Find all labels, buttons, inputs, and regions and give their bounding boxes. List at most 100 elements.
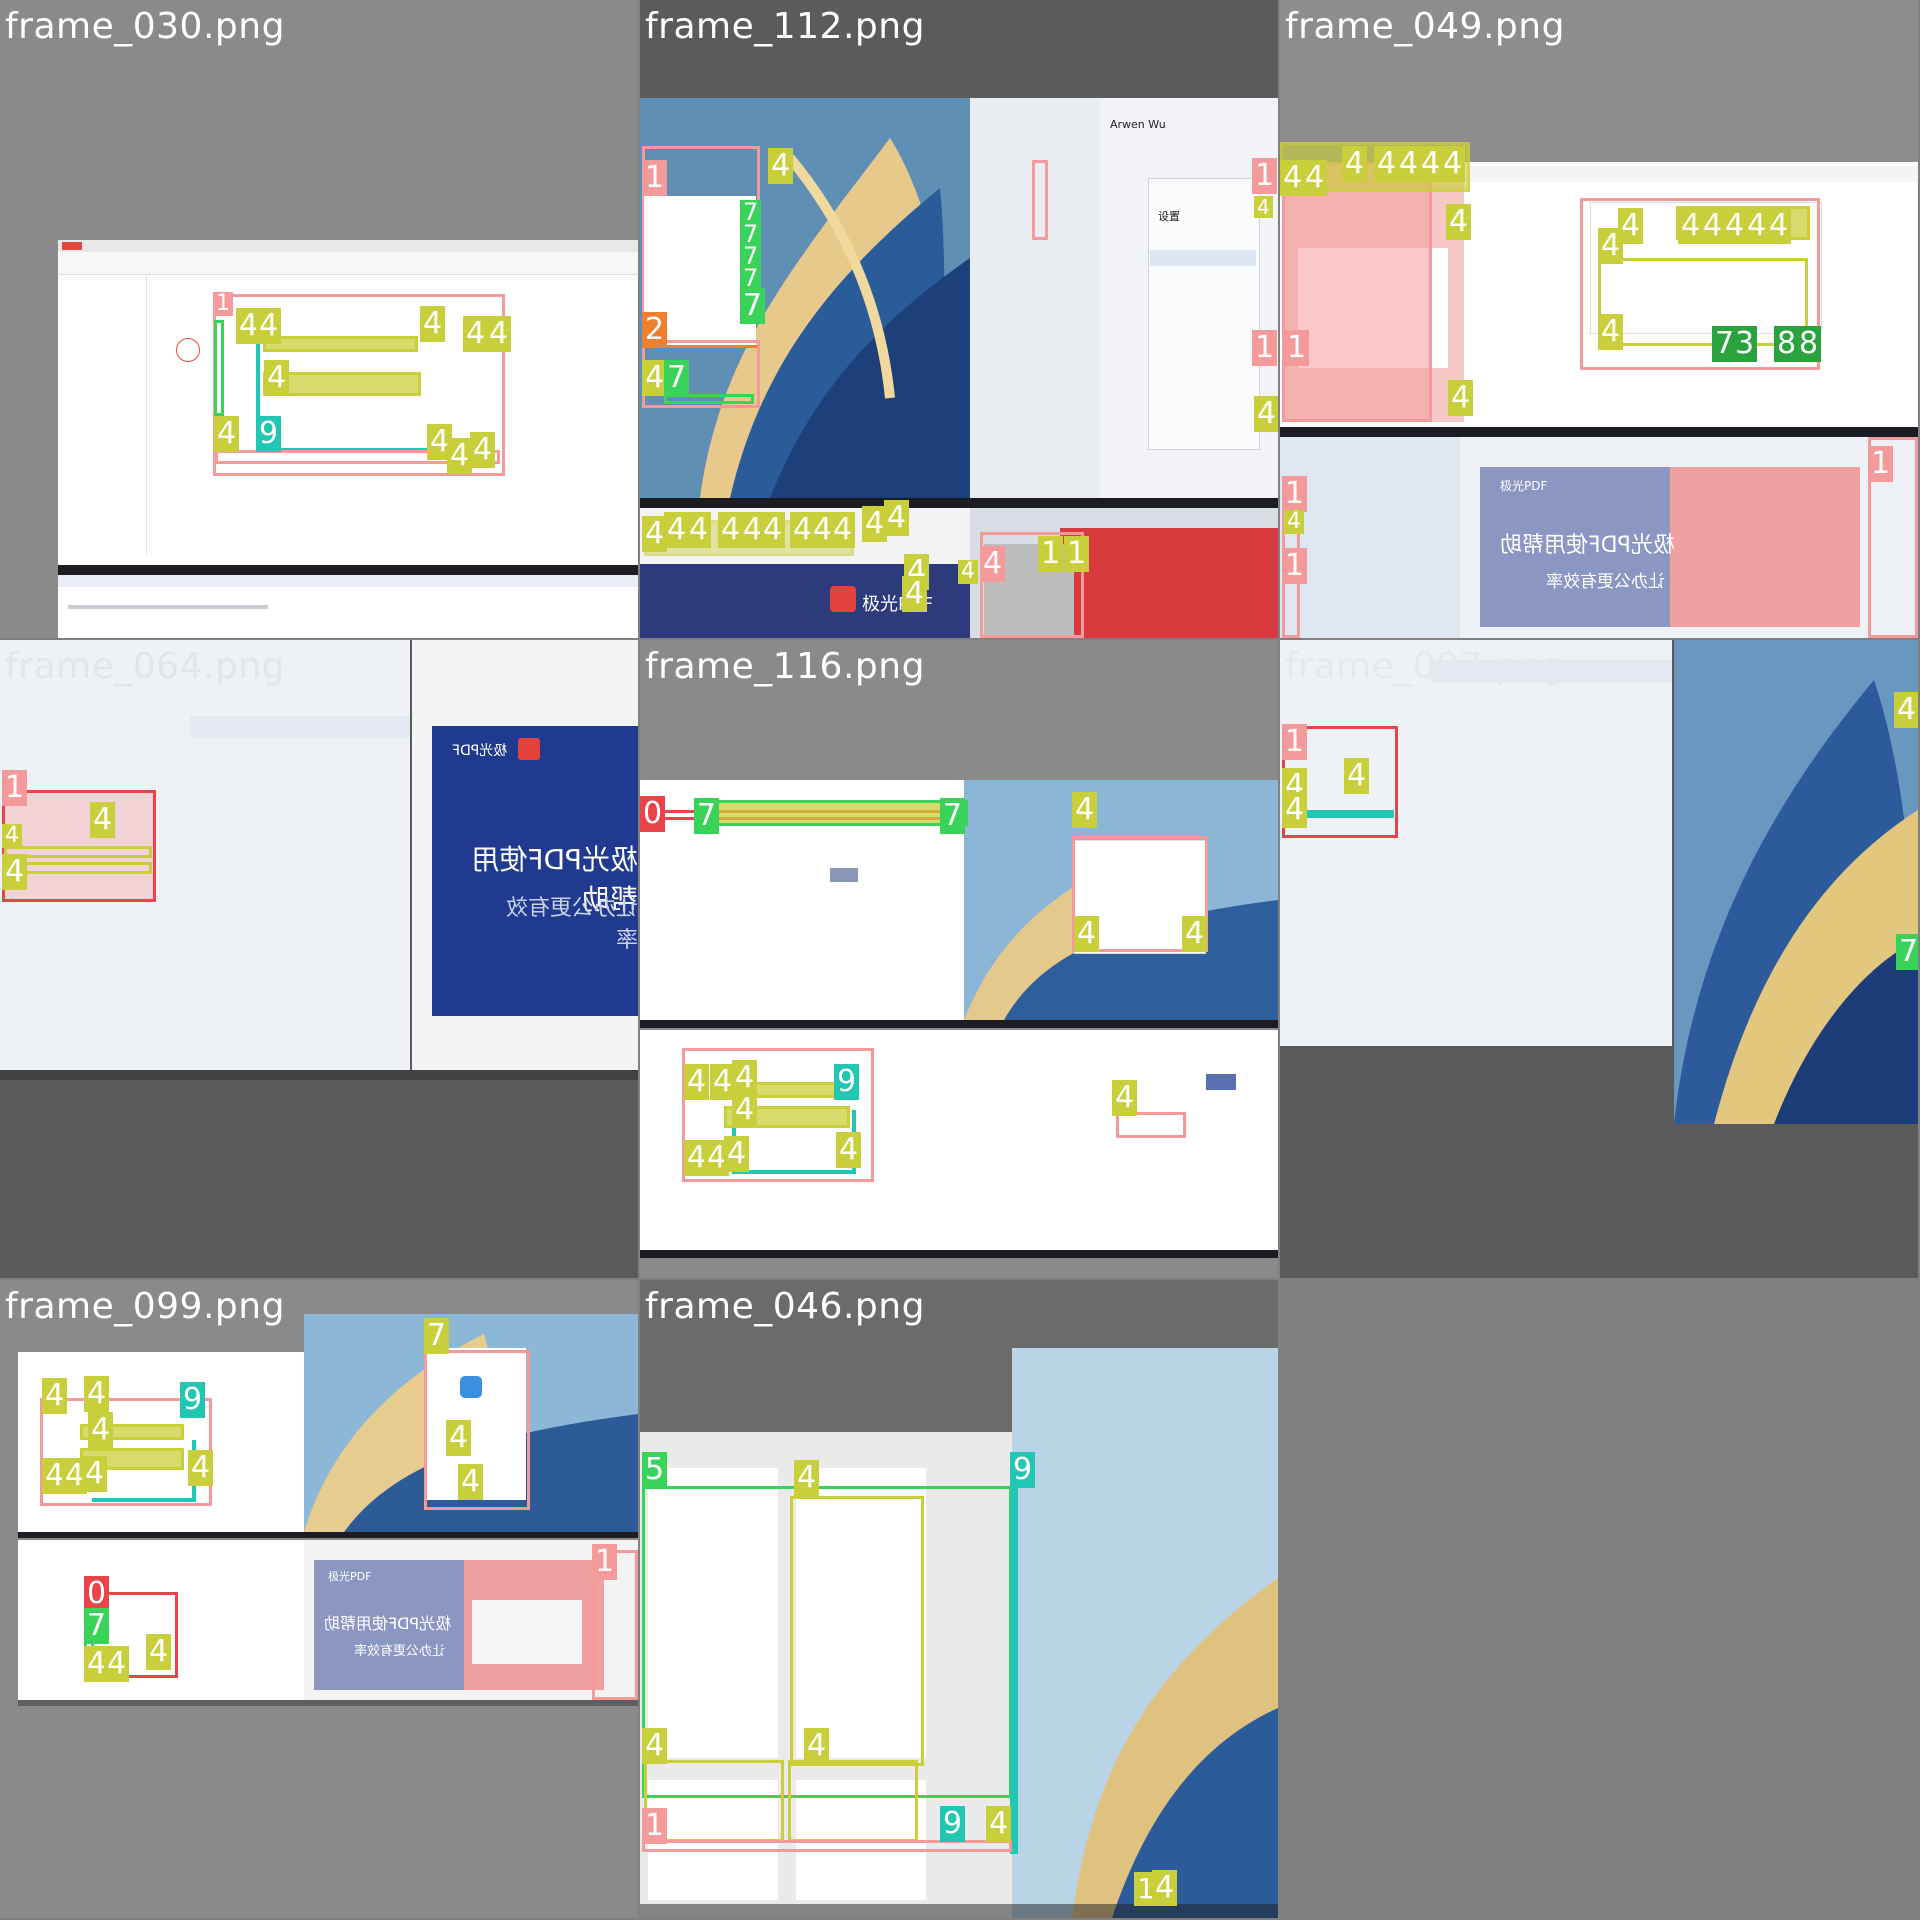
- class-label: 0: [84, 1576, 110, 1612]
- taskbar-bottom: [640, 1250, 1278, 1258]
- taskbar: [640, 1904, 1278, 1918]
- class-label: 1: [1282, 476, 1308, 512]
- tile-frame-097: frame_097.png 1 4 4 4 4 7: [1280, 640, 1918, 1278]
- class-label: 9: [1010, 1452, 1036, 1488]
- class-label: 4: [862, 506, 888, 542]
- class-label: 4: [264, 360, 290, 396]
- class-label: 4: [1072, 792, 1098, 828]
- class-label: 4: [1722, 208, 1748, 244]
- bbox-class-4: [263, 336, 418, 352]
- class-label: 4: [1448, 380, 1474, 416]
- class-label: 4: [642, 516, 668, 552]
- wallpaper: [1012, 1348, 1278, 1918]
- chat-sidebar: [970, 98, 1100, 508]
- class-label: 7: [84, 1608, 110, 1644]
- class-label: 4: [1254, 196, 1273, 218]
- doc-page-left: [648, 1468, 778, 1758]
- class-label: 4: [732, 1060, 758, 1096]
- class-label: 4: [958, 560, 978, 584]
- taskbar: [0, 1070, 638, 1080]
- class-label: 4: [986, 1806, 1012, 1842]
- bbox-class-1: [215, 450, 500, 464]
- class-label: 1: [642, 1808, 668, 1844]
- class-label: 4: [420, 306, 446, 342]
- class-label: 4: [463, 316, 489, 352]
- class-label: 4: [1446, 204, 1472, 240]
- tile-title: frame_046.png: [645, 1286, 925, 1327]
- class-label: 4: [1894, 692, 1918, 728]
- class-label: 7: [1896, 934, 1918, 970]
- settings-selected-row: [1150, 250, 1256, 266]
- class-label: 4: [188, 1450, 214, 1486]
- taskbar: [640, 1020, 1278, 1028]
- bbox-class-1: [1580, 198, 1820, 370]
- class-label: 1: [1252, 158, 1278, 194]
- class-label: 4: [1342, 146, 1368, 182]
- tile-frame-046: frame_046.png 5 4 9 4 4 1 9 4 1 4: [640, 1280, 1278, 1918]
- window-tab: [62, 242, 82, 250]
- bbox-class-1: [682, 1048, 874, 1182]
- class-label: 4: [732, 1092, 758, 1128]
- class-label: 4: [1254, 396, 1278, 432]
- class-label: 4: [1074, 916, 1100, 952]
- screenshot-bottom-left: [18, 1540, 304, 1700]
- class-label: 4: [1418, 146, 1444, 182]
- pdf-banner-pink: [1670, 467, 1860, 627]
- class-label: 4: [1280, 160, 1306, 196]
- pdf-banner: 极光PDF 极光PDF使用帮助 让办公更有效率: [314, 1560, 604, 1690]
- class-label: 4: [804, 1728, 830, 1764]
- class-label: 4: [2, 824, 22, 848]
- toolbar: [1470, 166, 1918, 182]
- class-label: 1: [213, 292, 233, 316]
- class-label: 7: [740, 288, 766, 324]
- class-label: 4: [104, 1646, 130, 1682]
- bbox-class-4: [1598, 258, 1808, 346]
- class-label: 4: [214, 416, 240, 452]
- class-label: 9: [940, 1806, 966, 1842]
- class-label: 4: [642, 1728, 668, 1764]
- class-label: 1: [1868, 446, 1894, 482]
- class-label: 8: [1774, 326, 1800, 362]
- class-label: 7: [694, 798, 720, 834]
- illustration: [472, 1600, 582, 1664]
- class-label: 4: [718, 512, 744, 548]
- pdf-logo: [518, 738, 540, 760]
- bbox-class-1: [1868, 437, 1918, 638]
- bbox-class-1: [642, 1840, 1012, 1852]
- desktop-right-strip: [970, 508, 1278, 638]
- tile-frame-116: frame_116.png 0 7 7 4 4 4 4 4 4 9 4 4 4 …: [640, 640, 1278, 1278]
- red-area: [1060, 528, 1278, 638]
- class-label: 4: [1396, 146, 1422, 182]
- app-icon: [460, 1376, 482, 1398]
- class-label: 1: [642, 160, 668, 196]
- bbox-class-1: [1116, 1112, 1186, 1138]
- class-label: 4: [760, 512, 786, 548]
- class-label: 1: [1284, 330, 1310, 366]
- class-label: 9: [834, 1064, 860, 1100]
- pdf-brand-small: 极光PDF: [452, 743, 508, 759]
- ribbon: [190, 716, 410, 738]
- class-label: 0: [640, 796, 666, 832]
- taskbar: [640, 498, 1278, 508]
- class-label: 4: [664, 512, 690, 548]
- class-label: 4: [642, 360, 668, 396]
- wallpaper-art: [700, 138, 970, 498]
- document-window: [640, 1432, 1012, 1918]
- class-label: 4: [724, 1136, 750, 1172]
- ribbon: [1430, 660, 1672, 682]
- taskbar: [18, 1532, 638, 1538]
- add-icon: [176, 338, 200, 362]
- class-label: 4: [902, 576, 928, 612]
- class-label: 4: [458, 1464, 484, 1500]
- bbox-class-1: [424, 1350, 530, 1510]
- class-label: 1: [1064, 536, 1090, 572]
- banner-subtitle: 让办公更有效率: [505, 896, 638, 953]
- banner-subtitle: 让办公更有效率: [354, 1644, 446, 1659]
- bbox-class-4: [263, 372, 421, 396]
- class-label: 4: [1182, 916, 1208, 952]
- screenshot-bottom: 极光PDF 极光PDF使用帮助 让办公更有效率: [1280, 437, 1918, 638]
- class-label: 4: [1282, 792, 1308, 828]
- class-label: 4: [686, 512, 712, 548]
- class-label: 4: [1598, 314, 1624, 350]
- tile-title: frame_116.png: [645, 646, 925, 687]
